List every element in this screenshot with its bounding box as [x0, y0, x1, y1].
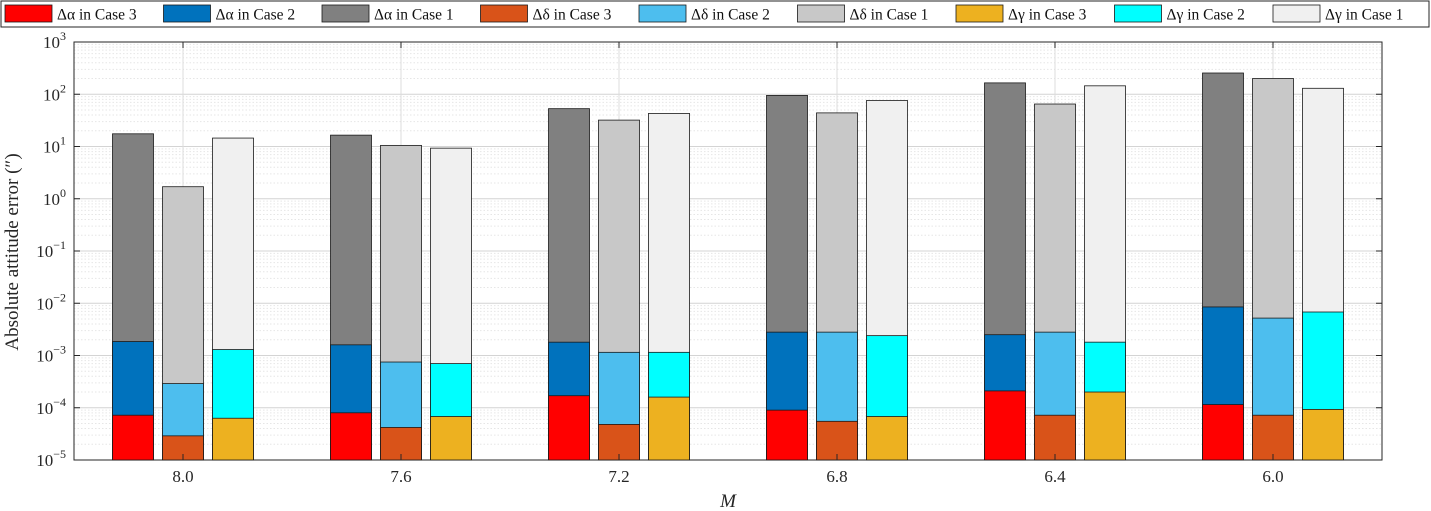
y-axis-label: Absolute attitude error (″)	[2, 153, 23, 350]
legend-label: Δδ in Case 3	[533, 7, 612, 24]
legend-swatch	[1272, 4, 1321, 23]
y-tick-label: 100	[43, 186, 66, 209]
x-axis: 8.0 7.6 7.2 6.8 6.4 6.0	[172, 42, 1284, 486]
legend-swatch	[955, 4, 1004, 23]
y-tick-label: 10−2	[36, 290, 66, 313]
legend: Δα in Case 3 Δα in Case 2 Δα in Case 1 Δδ i…	[0, 0, 1430, 28]
y-tick-label: 103	[43, 29, 66, 52]
x-tick-label: 6.8	[826, 467, 847, 486]
x-tick-label: 7.6	[390, 467, 411, 486]
legend-label: Δγ in Case 3	[1008, 7, 1087, 24]
bar	[816, 420, 858, 461]
bar	[1252, 414, 1294, 461]
legend-label: Δδ in Case 1	[850, 7, 929, 24]
bar	[866, 416, 908, 461]
legend-swatch	[797, 4, 845, 23]
x-tick-label: 8.0	[172, 467, 193, 486]
legend-label: Δα in Case 1	[374, 7, 454, 24]
legend-swatch	[163, 4, 211, 23]
bar	[984, 390, 1026, 461]
bar	[1084, 391, 1126, 461]
y-tick-label: 101	[43, 134, 66, 157]
y-tick-label: 102	[43, 81, 66, 104]
bar	[330, 412, 372, 461]
bar-series	[112, 72, 1344, 461]
y-tick-label: 10−4	[36, 395, 66, 418]
legend-label: Δα in Case 3	[57, 7, 137, 24]
legend-swatch	[321, 4, 370, 23]
x-tick-label: 7.2	[608, 467, 629, 486]
legend-swatch	[480, 4, 528, 23]
bar	[1302, 408, 1344, 461]
legend-box	[0, 0, 1430, 28]
bar	[1034, 414, 1076, 461]
legend-swatch	[638, 4, 687, 23]
bar	[648, 396, 690, 461]
y-tick-label: 10−1	[36, 238, 66, 261]
legend-label: Δα in Case 2	[216, 7, 296, 24]
legend-label: Δγ in Case 1	[1325, 7, 1403, 24]
y-tick-label: 10−3	[36, 343, 66, 366]
x-tick-label: 6.0	[1262, 467, 1283, 486]
x-axis-label: M	[719, 491, 737, 511]
bar	[766, 409, 808, 461]
x-tick-label: 6.4	[1044, 467, 1066, 486]
grid-lines	[74, 42, 1382, 461]
legend-label: Δδ in Case 2	[691, 7, 770, 24]
legend-swatch	[1114, 4, 1162, 23]
bar	[212, 417, 254, 461]
y-tick-label: 10−5	[36, 447, 66, 470]
legend-label: Δγ in Case 2	[1167, 7, 1245, 24]
bar	[430, 416, 472, 461]
legend-swatch	[4, 4, 53, 23]
bar	[112, 414, 154, 461]
bar	[548, 395, 590, 461]
y-axis: 10−5 10−4 10−3 10−2 10−1 100 101 102 103	[36, 29, 1382, 470]
bar	[1202, 404, 1244, 461]
